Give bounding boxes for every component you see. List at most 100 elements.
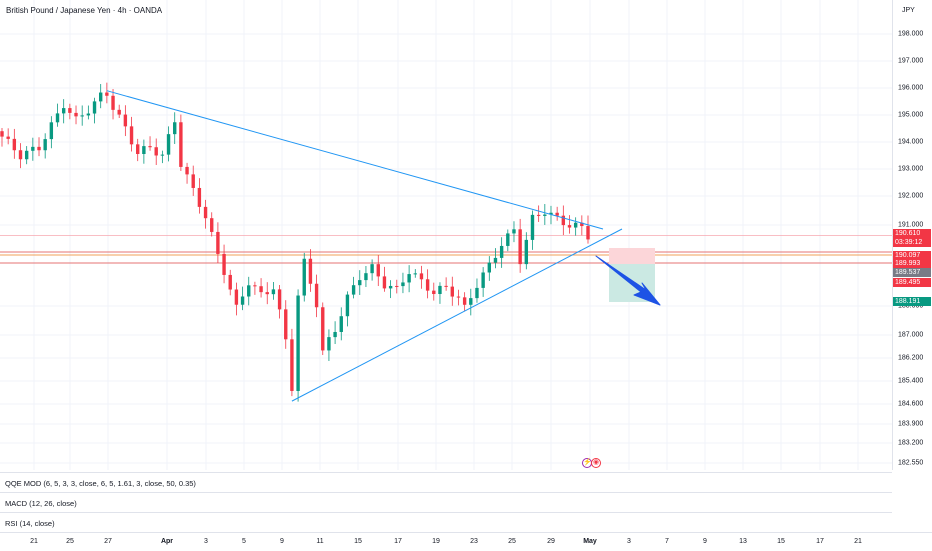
time-axis[interactable]: 21 25 27 Apr 3 5 9 11 15 17 19 23 25 29 May 3 7 9 13 15 17 21 xyxy=(0,532,932,551)
candle-body xyxy=(259,286,263,293)
time-tick-label: 29 xyxy=(547,538,555,545)
candle-body xyxy=(333,331,337,338)
candle-body xyxy=(216,231,220,254)
bearish-arrow-icon xyxy=(595,255,661,306)
price-tick-label: 185.400 xyxy=(898,377,924,385)
candle-body xyxy=(493,257,498,263)
indicator-label-rsi[interactable]: RSI (14, close) xyxy=(5,519,55,528)
price-tick-label: 192.000 xyxy=(898,192,924,200)
candle-body xyxy=(549,212,553,215)
earnings-event-icon[interactable]: ◉ xyxy=(591,458,601,468)
candle-body xyxy=(154,147,158,156)
candle-body xyxy=(0,131,4,137)
candle-body xyxy=(487,262,492,273)
candle-body xyxy=(567,225,572,228)
time-tick-label: 3 xyxy=(627,538,631,545)
time-tick-label: 25 xyxy=(508,538,516,545)
candle-body xyxy=(136,144,140,154)
price-tick-label: 193.000 xyxy=(898,165,924,173)
candle-body xyxy=(92,101,97,114)
candle-body xyxy=(296,295,300,391)
candle-body xyxy=(388,285,393,289)
time-tick-label: 7 xyxy=(665,538,669,545)
candle-body xyxy=(86,113,91,116)
candle-body xyxy=(327,337,331,351)
price-axis[interactable] xyxy=(892,0,932,470)
candle-body xyxy=(277,289,282,310)
price-tick-label: 196.000 xyxy=(898,84,924,92)
candle-body xyxy=(160,154,165,156)
candle-body xyxy=(444,285,448,287)
candle-body xyxy=(524,239,529,265)
candle-body xyxy=(105,92,109,96)
candle-body xyxy=(462,297,467,305)
candle-body xyxy=(253,285,257,287)
candle-body xyxy=(6,136,10,139)
time-tick-label: 23 xyxy=(470,538,478,545)
candle-body xyxy=(31,146,35,151)
time-tick-label: May xyxy=(583,538,597,545)
price-tick-label: 188.000 xyxy=(898,302,924,310)
candle-body xyxy=(12,138,17,151)
candle-body xyxy=(419,273,424,280)
candle-body xyxy=(61,108,66,114)
indicator-label-qqe[interactable]: QQE MOD (6, 5, 3, 3, close, 6, 5, 1.61, … xyxy=(5,479,196,488)
candle-body xyxy=(536,214,541,216)
time-tick-label: Apr xyxy=(160,538,174,545)
candle-body xyxy=(123,114,128,127)
candle-body xyxy=(351,285,356,295)
chart-area[interactable]: British Pound / Japanese Yen · 4h · OAND… xyxy=(0,0,892,470)
price-tick-label: 184.600 xyxy=(898,400,924,408)
indicator-pane-qqe[interactable]: QQE MOD (6, 5, 3, 3, close, 6, 5, 1.61, … xyxy=(0,472,892,493)
candle-body xyxy=(395,285,399,287)
time-tick-label: 15 xyxy=(354,538,362,545)
candle-body xyxy=(185,166,189,175)
candle-body xyxy=(555,212,559,216)
candle-body xyxy=(74,112,78,117)
candle-body xyxy=(228,274,232,290)
candle-body xyxy=(68,108,72,113)
candle-body xyxy=(586,226,590,240)
candle-body xyxy=(142,146,146,154)
price-tag: 189.537 xyxy=(893,268,931,277)
candle-body xyxy=(506,233,510,246)
candle-body xyxy=(55,113,60,123)
price-chart[interactable] xyxy=(0,0,892,470)
candle-body xyxy=(173,122,177,135)
candle-body xyxy=(49,122,54,140)
time-tick-label: 21 xyxy=(854,538,862,545)
candle-body xyxy=(450,286,454,297)
price-tag: 190.097 xyxy=(893,251,931,260)
candle-body xyxy=(573,222,578,228)
indicator-label-macd[interactable]: MACD (12, 26, close) xyxy=(5,499,77,508)
currency-label: JPY xyxy=(902,7,915,14)
candle-body xyxy=(191,174,195,188)
price-tag: 189.495 xyxy=(893,278,931,287)
price-tick-label: 186.200 xyxy=(898,354,924,362)
time-tick-label: 15 xyxy=(777,538,785,545)
candle-body xyxy=(499,245,504,258)
time-tick-label: 5 xyxy=(242,538,246,545)
candle-body xyxy=(284,309,288,340)
candle-body xyxy=(179,122,183,167)
price-tag: 188.191 xyxy=(893,297,931,306)
price-tick-label: 182.550 xyxy=(898,459,924,467)
candle-body xyxy=(358,280,362,286)
candle-body xyxy=(18,150,23,160)
price-tick-label: 187.000 xyxy=(898,331,924,339)
candle-body xyxy=(271,289,276,295)
indicator-pane-macd[interactable]: MACD (12, 26, close) xyxy=(0,492,892,513)
price-tick-label: 197.000 xyxy=(898,57,924,65)
candle-body xyxy=(321,307,325,351)
candle-body xyxy=(518,229,522,265)
candle-body xyxy=(80,115,84,117)
candle-body xyxy=(148,146,152,148)
candle-body xyxy=(425,279,430,291)
candle-body xyxy=(512,229,516,234)
candle-body xyxy=(561,215,566,226)
price-tick-label: 198.000 xyxy=(898,30,924,38)
candle-body xyxy=(370,264,374,274)
indicator-pane-rsi[interactable]: RSI (14, close) xyxy=(0,512,892,533)
candle-body xyxy=(117,109,121,115)
time-tick-label: 21 xyxy=(30,538,38,545)
